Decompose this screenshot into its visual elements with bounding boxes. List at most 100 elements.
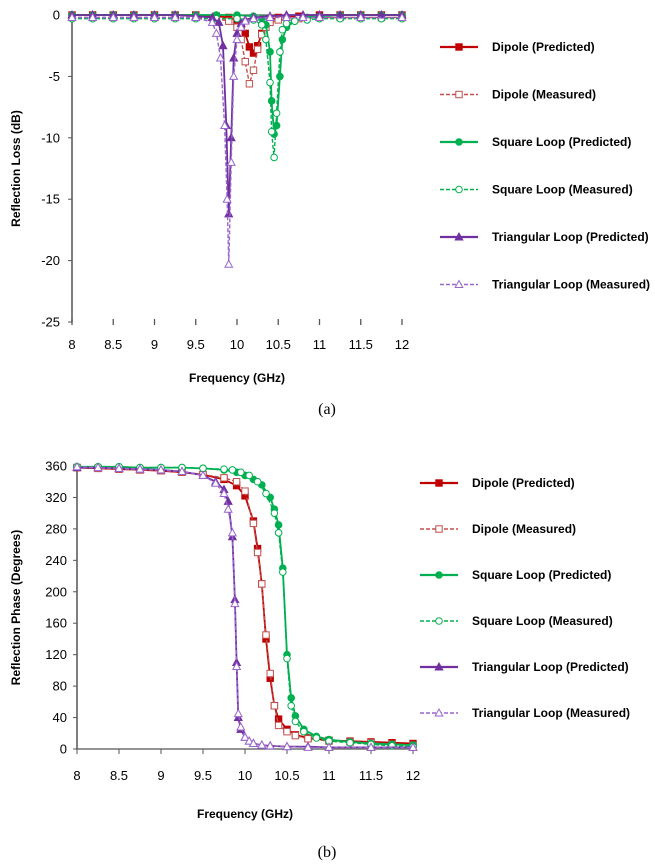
data-point	[278, 35, 287, 44]
legend-label: Triangular Loop (Predicted)	[492, 230, 649, 244]
data-point	[210, 478, 221, 487]
x-tick-label: 12	[406, 768, 420, 783]
data-point	[244, 736, 254, 745]
data-point	[253, 477, 262, 486]
legend-label: Square Loop (Measured)	[492, 183, 633, 197]
legend-label: Dipole (Predicted)	[472, 476, 575, 490]
x-tick-label: 11.5	[349, 337, 373, 352]
data-point	[135, 464, 145, 473]
series-line	[72, 16, 402, 265]
data-point	[229, 71, 239, 80]
y-axis-label: Reflection Loss (dB)	[9, 110, 23, 227]
data-point	[265, 740, 275, 750]
data-point	[219, 488, 229, 498]
data-point	[237, 468, 245, 477]
series-square-loop-measured	[73, 462, 417, 751]
x-tick-label: 8	[68, 337, 75, 352]
data-point	[346, 738, 354, 747]
data-point	[272, 109, 281, 118]
y-tick-label: 240	[45, 553, 67, 568]
axes: 8 8.5 9 9.5 10 10.5 11 11.5 12 0 -5 -10 -15 -20 -25	[41, 8, 409, 353]
data-point	[291, 731, 300, 740]
x-tick-label: 10.5	[266, 337, 291, 352]
y-tick-label: -5	[48, 69, 60, 84]
data-point	[233, 14, 241, 23]
legend-label: Dipole (Measured)	[492, 88, 596, 102]
data-point	[314, 12, 325, 21]
legend-label: Square Loop (Predicted)	[472, 568, 611, 582]
data-point	[435, 571, 443, 579]
y-tick-label: 120	[45, 647, 67, 662]
x-tick-label: 11	[313, 337, 327, 352]
data-point	[287, 701, 296, 710]
data-point	[303, 742, 313, 751]
data-point	[270, 702, 279, 710]
y-tick-label: 160	[45, 616, 67, 631]
data-point	[262, 489, 270, 498]
data-point	[434, 661, 444, 671]
data-point	[267, 97, 276, 105]
data-point	[211, 28, 222, 37]
series-line	[72, 14, 402, 215]
data-point	[218, 40, 228, 50]
data-point	[240, 16, 250, 25]
data-point	[229, 52, 239, 62]
data-point	[274, 529, 283, 537]
data-point	[214, 17, 224, 26]
legend-label: Dipole (Measured)	[472, 522, 576, 536]
data-point	[231, 661, 242, 670]
y-tick-label: 0	[53, 8, 60, 23]
y-tick-label: 360	[45, 459, 67, 474]
legend-label: Triangular Loop (Measured)	[492, 278, 650, 292]
series-triangular-loop-measured	[67, 12, 407, 268]
data-point	[270, 153, 278, 162]
data-point	[434, 707, 444, 717]
data-point	[300, 727, 308, 736]
data-point	[262, 35, 270, 44]
data-point	[283, 654, 291, 663]
data-point	[253, 548, 262, 557]
legend: Dipole (Predicted) Dipole (Measured) Squar…	[440, 40, 650, 292]
data-point	[258, 580, 266, 588]
x-tick-label: 8	[73, 768, 80, 783]
data-point	[226, 157, 236, 166]
x-tick-label: 12	[395, 337, 409, 352]
data-point	[408, 742, 418, 751]
data-point	[226, 132, 236, 142]
data-point	[245, 43, 254, 51]
data-point	[366, 742, 376, 751]
series-triangular-loop-measured	[72, 461, 418, 751]
data-point	[228, 466, 237, 474]
series-dipole-predicted	[73, 463, 417, 748]
x-tick-label: 9	[157, 768, 164, 783]
x-tick-label: 11.5	[359, 768, 383, 783]
data-point	[225, 17, 233, 25]
data-point	[281, 12, 292, 21]
series-line	[77, 466, 414, 748]
data-point	[435, 479, 443, 487]
data-point	[149, 12, 160, 21]
legend-label: Dipole (Predicted)	[492, 40, 595, 54]
data-point	[87, 12, 98, 21]
data-point	[170, 12, 180, 21]
y-axis-label: Reflection Phase (Degrees)	[9, 530, 23, 685]
data-point	[215, 52, 226, 62]
series-dipole-measured	[68, 13, 406, 88]
data-point	[257, 740, 267, 749]
data-point	[207, 17, 217, 26]
data-point	[224, 208, 234, 218]
data-point	[227, 527, 238, 537]
data-point	[283, 728, 291, 736]
data-point	[267, 127, 276, 136]
data-point	[241, 487, 249, 495]
series-dipole-measured	[73, 463, 417, 749]
data-point	[298, 12, 308, 21]
data-point	[454, 279, 464, 288]
data-point	[455, 185, 463, 194]
data-point	[274, 16, 282, 24]
data-point	[177, 466, 187, 476]
data-point	[219, 120, 230, 130]
data-point	[455, 138, 463, 146]
data-point	[274, 715, 283, 723]
